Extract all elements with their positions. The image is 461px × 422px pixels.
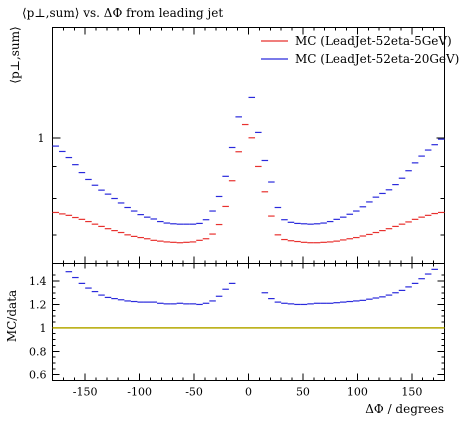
- x-tick-label: 150: [401, 386, 422, 399]
- x-tick-label: 50: [296, 386, 310, 399]
- ratio-y-tick-label: 1.2: [29, 298, 47, 311]
- ratio-y-tick-label: 1.4: [29, 275, 47, 288]
- legend-label-mc-20gev: MC (LeadJet-52eta-20GeV): [295, 52, 459, 66]
- ratio-y-tick-label: 0.8: [29, 345, 47, 358]
- top-y-axis-label: ⟨p⊥,sum⟩: [8, 26, 22, 83]
- x-tick-label: 100: [347, 386, 368, 399]
- ratio-y-tick-label: 1: [40, 322, 47, 335]
- x-tick-label: 0: [245, 386, 252, 399]
- x-tick-label: -150: [73, 386, 98, 399]
- chart-title: ⟨p⊥,sum⟩ vs. ΔΦ from leading jet: [22, 6, 223, 20]
- x-tick-label: -50: [185, 386, 203, 399]
- legend: MC (LeadJet-52eta-5GeV) MC (LeadJet-52et…: [261, 34, 459, 66]
- top-y-tick-label: 1: [38, 132, 45, 145]
- legend-label-mc-5gev: MC (LeadJet-52eta-5GeV): [295, 34, 452, 48]
- ratio-y-tick-label: 0.6: [29, 369, 47, 382]
- x-tick-label: -100: [127, 386, 152, 399]
- chart-marks: -150 -100 -50 0 50 100 150 1 0.6 0.8 1 1.2 1.4: [29, 27, 445, 399]
- x-axis-label: ΔΦ / degrees: [365, 402, 444, 416]
- ratio-y-axis-label: MC/data: [5, 290, 19, 342]
- ratio-panel-frame: [52, 263, 445, 381]
